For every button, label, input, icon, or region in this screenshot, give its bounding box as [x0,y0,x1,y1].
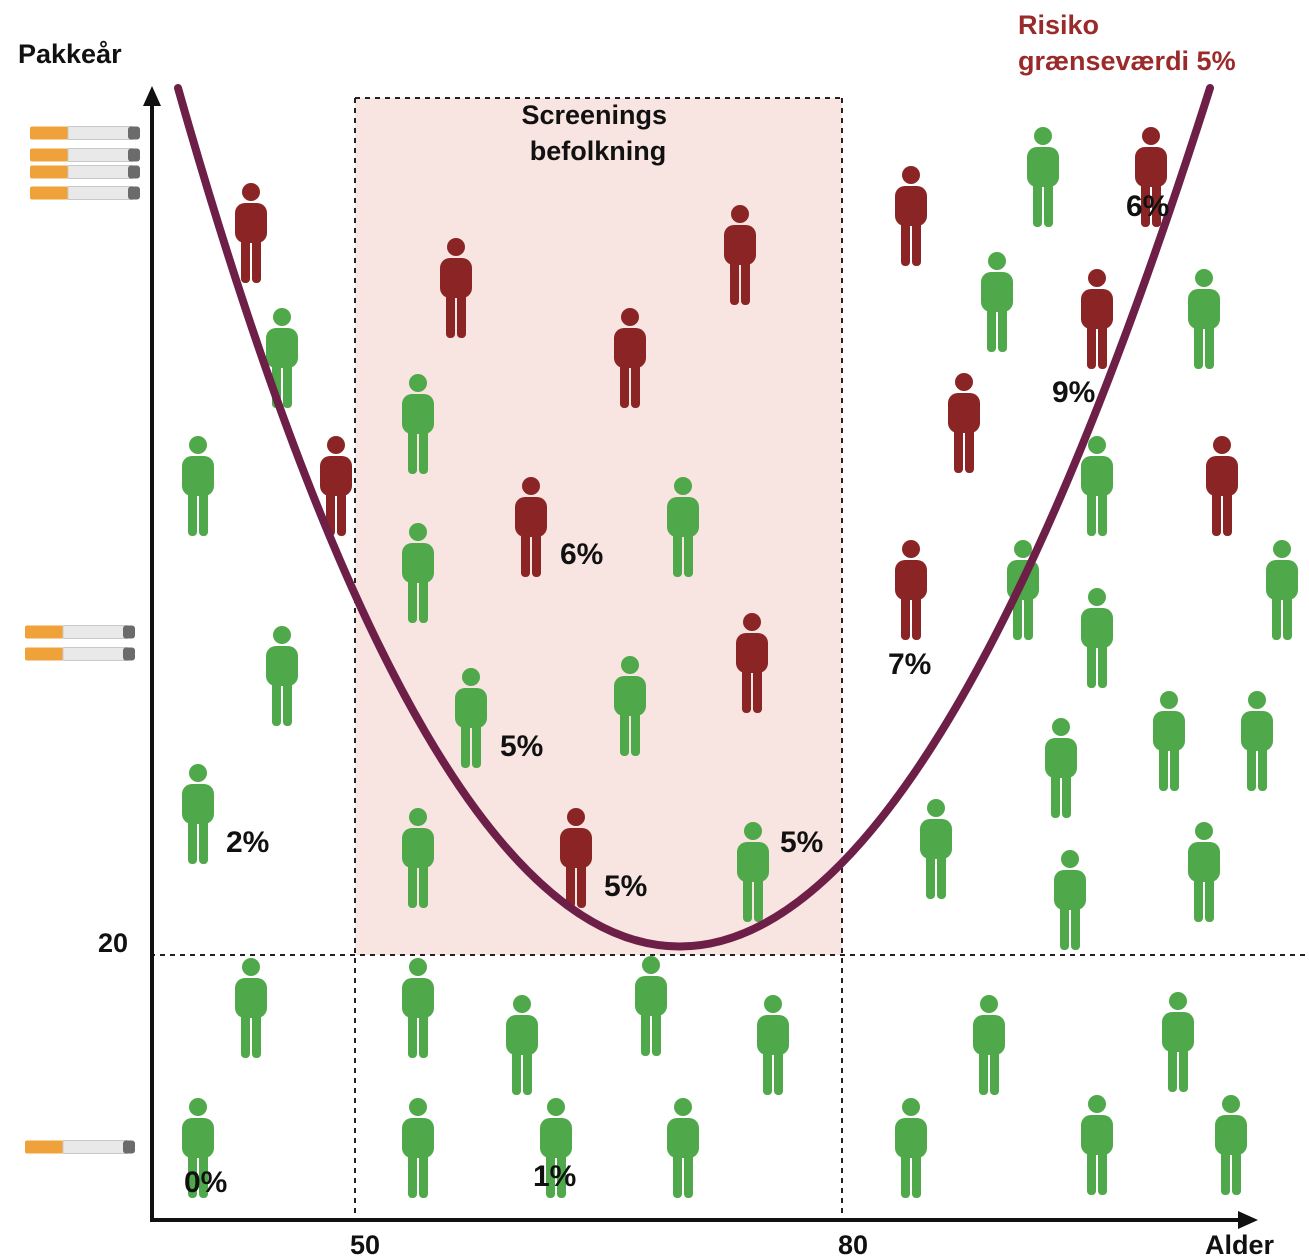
person-icon-low-risk [895,1098,927,1198]
person-icon-low-risk [757,995,789,1095]
person-icon-low-risk [1153,691,1185,791]
person-icon-low-risk [266,626,298,726]
cigarette-icon [25,1140,136,1154]
person-icon-low-risk [920,799,952,899]
person-icon-low-risk [1081,436,1113,536]
person-icon-low-risk [981,252,1013,352]
person-icon-low-risk [1081,588,1113,688]
screening-label-line1: Screenings [521,100,667,130]
percent-label: 6% [560,538,603,571]
percent-label: 5% [604,870,647,903]
person-icon-high-risk [895,166,927,266]
risk-threshold-curve [174,84,1214,951]
cigarette-icon [25,647,136,661]
person-icon-low-risk [1188,269,1220,369]
person-icon-low-risk [1027,127,1059,227]
person-icon-high-risk [235,183,267,283]
cigarette-icons-one [25,1140,136,1154]
cigarette-icon [25,625,136,639]
screening-region [355,98,842,955]
x-tick-80: 80 [838,1230,868,1260]
x-axis-arrow [1238,1211,1258,1229]
y-axis-title: Pakkeår [18,39,122,69]
person-icon-low-risk [402,1098,434,1198]
person-icon-low-risk [506,995,538,1095]
x-axis-title: Alder [1205,1230,1275,1260]
percent-label: 7% [888,648,931,681]
percent-label: 0% [184,1166,227,1199]
guide-lines [150,97,1309,1218]
threshold-label: Risiko grænseværdi 5% [1018,10,1236,76]
percent-label: 5% [780,826,823,859]
person-icon-low-risk [1215,1095,1247,1195]
person-icon-low-risk [973,995,1005,1095]
cigarette-icons-two [25,625,136,661]
person-icon-low-risk [182,764,214,864]
person-icon-high-risk [948,373,980,473]
cigarette-icon [30,165,141,179]
percent-labels: 0% 1% 2% 5% 5% 5% 6% 6% 7% 9% [184,190,1169,1199]
person-icon-low-risk [1045,718,1077,818]
person-icon-low-risk [182,436,214,536]
person-icon-high-risk [1206,436,1238,536]
person-icon-low-risk [1054,850,1086,950]
screening-label-line2: befolkning [530,136,667,166]
axes [150,100,1240,1222]
y-axis-arrow [143,86,161,106]
person-icon-high-risk [1081,269,1113,369]
percent-label: 6% [1126,190,1169,223]
person-icon-low-risk [635,956,667,1056]
threshold-label-line1: Risiko [1018,10,1099,40]
person-icon-low-risk [1241,691,1273,791]
screening-label: Screenings befolkning [521,100,674,166]
person-icon-low-risk [1266,540,1298,640]
person-icon-low-risk [1081,1095,1113,1195]
y-tick-20: 20 [98,928,128,958]
person-icon-low-risk [667,1098,699,1198]
person-icon-high-risk [895,540,927,640]
person-icon-low-risk [235,958,267,1058]
x-tick-50: 50 [350,1230,380,1260]
person-icon-low-risk [1188,822,1220,922]
cigarette-icon [30,148,141,162]
threshold-label-line2: grænseværdi 5% [1018,46,1236,76]
cigarette-icon [30,186,141,200]
percent-label: 9% [1052,376,1095,409]
person-icon-low-risk [1162,992,1194,1092]
percent-label: 2% [226,826,269,859]
percent-label: 5% [500,730,543,763]
cigarette-icon [30,126,141,140]
person-icon-low-risk [402,958,434,1058]
cigarette-icons-four [30,126,141,200]
percent-label: 1% [533,1160,576,1193]
